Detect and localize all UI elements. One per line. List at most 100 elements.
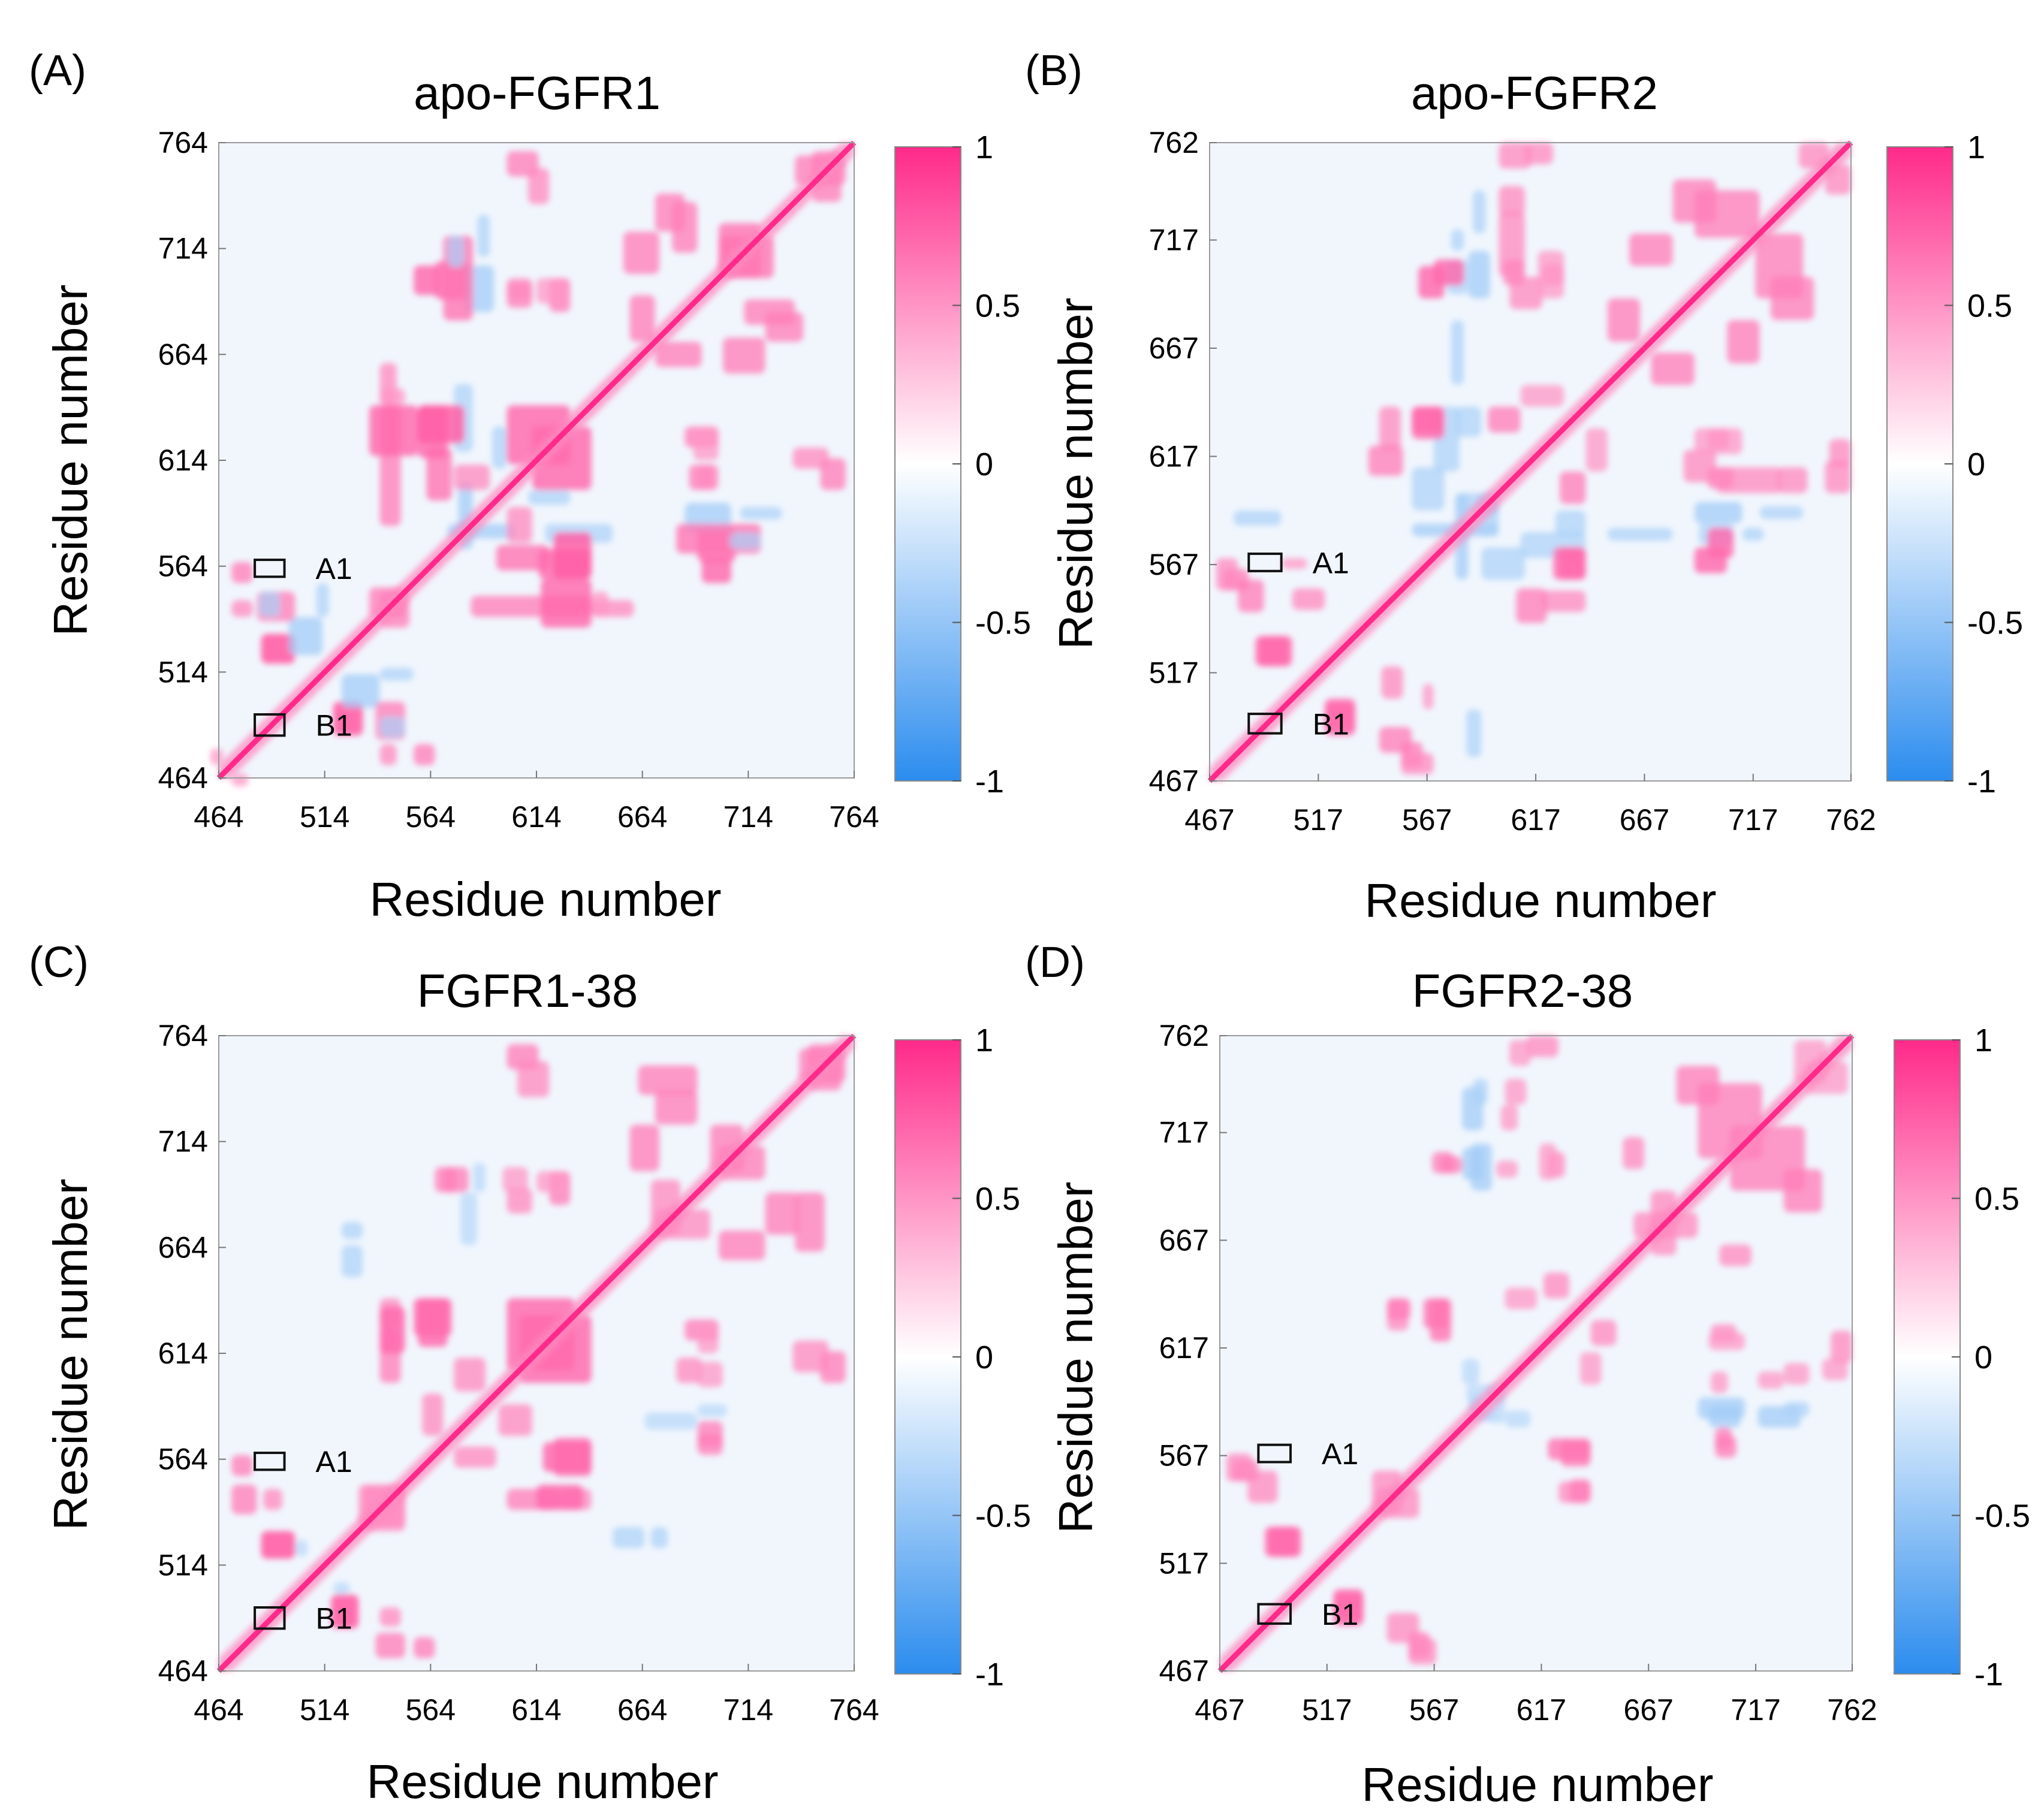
panel-a-letter: (A) [29, 47, 86, 95]
panel-c-ytick-label-1: 514 [158, 1548, 208, 1582]
panel-a-region-label-a1: A1 [316, 552, 352, 586]
panel-a-ytick-label-2: 564 [158, 550, 208, 583]
panel-d-blob-17-mirror [1590, 1320, 1617, 1346]
panel-b-ytick-label-0: 467 [1149, 764, 1199, 798]
panel-b-region-box-a1 [1247, 552, 1283, 572]
panel-b-colorbar-label-1: 0.5 [1967, 288, 2012, 324]
panel-c-blob-3 [375, 1633, 405, 1658]
panel-c-blob-18 [443, 1167, 469, 1193]
panel-d-region-label-a1: A1 [1322, 1437, 1358, 1471]
panel-d-blob-16 [1505, 1287, 1537, 1310]
panel-c-blob-24-mirror [718, 1230, 765, 1260]
panel-a-region-box-b1 [254, 713, 286, 737]
panel-c-blob-6 [295, 1539, 308, 1557]
panel-a-blob-9 [496, 545, 550, 571]
panel-d-colorbar-label-0: 1 [1974, 1022, 1992, 1058]
panel-c-blob-25 [638, 1065, 698, 1095]
panel-a-blob-4 [379, 744, 397, 765]
panel-d-blob-29 [1711, 1371, 1728, 1393]
panel-d-ytick-label-4: 667 [1159, 1223, 1209, 1257]
panel-d-letter: (D) [1025, 939, 1085, 987]
panel-b-blob-21-mirror [1585, 428, 1608, 472]
panel-b-blob-12 [1542, 590, 1586, 613]
panel-a-xtick-label-1: 514 [300, 800, 349, 834]
panel-c-blob-3-mirror [231, 1485, 257, 1515]
panel-b-blob-30 [1607, 298, 1641, 342]
panel-a-diagonal [216, 140, 857, 780]
panel-d-blob-17 [1543, 1272, 1569, 1299]
panel-c-blob-28 [765, 1192, 800, 1235]
panel-d-blob-1-mirror [1333, 1593, 1364, 1626]
panel-c-xtick-label-3: 614 [511, 1693, 561, 1727]
panel-c-colorbar-label-1: 0.5 [975, 1181, 1020, 1217]
panel-b-letter: (B) [1025, 47, 1083, 95]
panel-b-blob-36-mirror [1694, 190, 1760, 238]
panel-b-blob-5-mirror [1292, 588, 1325, 610]
panel-a-colorbar-label-1: 0.5 [975, 288, 1020, 324]
panel-a-blob-2-mirror [341, 674, 380, 708]
panel-d-colorbar [1894, 1040, 1960, 1674]
panel-c-blob-4 [379, 1607, 401, 1627]
panel-a-blob-36-mirror [672, 201, 698, 253]
panel-a-blob-16 [418, 405, 465, 444]
panel-b-diagonal [1207, 140, 1853, 783]
panel-b-xtick-label-0: 467 [1184, 803, 1234, 837]
panel-b-xtick-label-5: 717 [1728, 803, 1778, 837]
panel-a-blob-31 [697, 464, 719, 490]
panel-b-blob-20-mirror [1560, 471, 1586, 504]
panel-d-blob-19 [1470, 1143, 1493, 1191]
panel-b-blob-24 [1468, 251, 1490, 298]
panel-a-blob-27 [629, 295, 655, 342]
panel-b-colorbar-label-3: -0.5 [1967, 605, 2023, 641]
panel-b-ytick-label-1: 517 [1149, 656, 1199, 689]
panel-d-blob-28-mirror [1539, 1143, 1557, 1180]
panel-b-blob-29 [1524, 143, 1554, 165]
panel-b-blob-17-mirror [1516, 588, 1547, 623]
panel-d-blob-3 [1386, 1613, 1419, 1643]
panel-c-blob-12 [644, 1412, 698, 1430]
panel-b-blob-36 [1755, 233, 1804, 298]
panel-a-blob-40-mirror [210, 748, 224, 765]
panel-c-blob-2 [231, 1455, 253, 1476]
panel-a-colorbar-label-0: 1 [975, 129, 993, 165]
panel-d-blob-28 [1708, 1332, 1745, 1350]
panel-b-blob-19 [1455, 406, 1482, 437]
panel-c-blob-16 [454, 1358, 486, 1392]
panel-d-colorbar-label-1: 0.5 [1974, 1181, 2019, 1217]
panel-d-xlabel: Residue number [1362, 1758, 1714, 1811]
panel-d-blob-24 [1623, 1136, 1645, 1169]
panel-b-blob-16 [1742, 527, 1764, 541]
panel-a-blob-39-mirror [379, 716, 405, 738]
panel-a-colorbar-label-4: -1 [975, 764, 1004, 800]
panel-a-ytick-label-0: 464 [158, 761, 208, 795]
panel-a-blob-4-mirror [231, 600, 253, 617]
panel-a-blob-28 [623, 231, 659, 274]
panel-b-blob-5 [1381, 666, 1403, 699]
panel-d-region-box-b1 [1257, 1603, 1292, 1625]
panel-a-blob-37-mirror [527, 168, 550, 204]
panel-c-colorbar-label-4: -1 [975, 1657, 1004, 1693]
panel-d-ytick-label-1: 517 [1159, 1546, 1209, 1580]
panel-d-title: FGFR2-38 [1412, 964, 1633, 1017]
panel-b-title: apo-FGFR2 [1411, 67, 1658, 119]
panel-a-blob-34-mirror [536, 278, 566, 304]
panel-c-blob-19-mirror [697, 1404, 727, 1417]
panel-b-blob-33-mirror [1509, 276, 1542, 309]
panel-b-blob-27 [1472, 190, 1486, 234]
panel-b-blob-16-mirror [1451, 229, 1464, 251]
panel-b-xtick-label-6: 762 [1826, 803, 1876, 837]
panel-b-xtick-label-4: 667 [1620, 803, 1669, 837]
panel-a-xtick-label-4: 664 [617, 800, 667, 834]
panel-b-blob-35 [1694, 428, 1742, 454]
panel-a-ytick-label-1: 514 [158, 655, 208, 689]
panel-b-blob-17 [1368, 445, 1403, 476]
panel-c-title: FGFR1-38 [417, 964, 638, 1017]
panel-b-colorbar-label-0: 1 [1967, 129, 1985, 165]
panel-b-blob-31 [1629, 233, 1673, 266]
panel-d-blob-14-mirror [1569, 1479, 1591, 1503]
panel-a-ytick-label-6: 764 [158, 126, 208, 159]
panel-c-blob-15-mirror [553, 1438, 592, 1476]
panel-c-blob-22 [341, 1221, 363, 1239]
panel-d-xtick-label-3: 617 [1517, 1693, 1566, 1727]
panel-a-ytick-label-5: 714 [158, 232, 208, 266]
